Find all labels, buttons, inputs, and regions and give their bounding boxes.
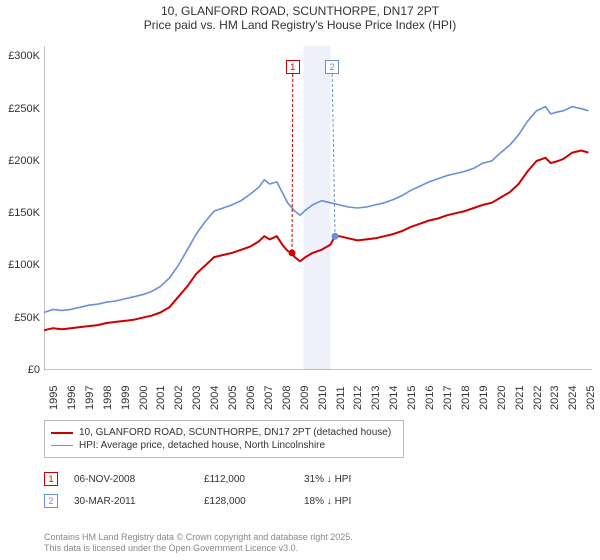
y-tick-label: £300K [0,50,40,62]
y-axis-labels: £0£50K£100K£150K£200K£250K£300K [0,46,44,370]
chart-svg [44,46,592,370]
sale-marker-annot: 2 [325,60,339,74]
x-tick-label: 1997 [84,386,96,410]
x-tick-label: 2007 [263,386,275,410]
legend: 10, GLANFORD ROAD, SCUNTHORPE, DN17 2PT … [44,420,404,458]
x-tick-label: 2004 [209,386,221,410]
x-tick-label: 2008 [281,386,293,410]
legend-swatch-subject [51,432,73,434]
footer-line2: This data is licensed under the Open Gov… [44,543,592,554]
sale-date: 06-NOV-2008 [74,474,204,485]
x-tick-label: 2016 [424,386,436,410]
x-tick-label: 2006 [245,386,257,410]
y-tick-label: £150K [0,207,40,219]
x-tick-label: 2011 [335,386,347,410]
x-tick-label: 2014 [388,386,400,410]
x-tick-label: 2025 [585,386,597,410]
sale-marker-box: 2 [44,494,58,508]
footer: Contains HM Land Registry data © Crown c… [44,532,592,554]
sale-diff: 31% ↓ HPI [304,474,424,485]
x-tick-label: 2022 [532,386,544,410]
x-tick-label: 2020 [496,386,508,410]
legend-label-subject: 10, GLANFORD ROAD, SCUNTHORPE, DN17 2PT … [79,427,391,438]
y-tick-label: £50K [0,312,40,324]
sales-table: 1 06-NOV-2008£112,00031% ↓ HPI 2 30-MAR-201… [44,468,592,512]
legend-label-hpi: HPI: Average price, detached house, Nort… [79,440,325,451]
x-tick-label: 1995 [48,386,60,410]
y-tick-label: £100K [0,259,40,271]
title-subtitle: Price paid vs. HM Land Registry's House … [0,18,600,32]
sales-row: 2 30-MAR-2011£128,00018% ↓ HPI [44,490,592,512]
x-tick-label: 2023 [549,386,561,410]
y-tick-label: £0 [0,364,40,376]
title-address: 10, GLANFORD ROAD, SCUNTHORPE, DN17 2PT [0,0,600,18]
x-tick-label: 2003 [191,386,203,410]
x-tick-label: 2009 [299,386,311,410]
x-tick-label: 1998 [102,386,114,410]
x-tick-label: 2019 [478,386,490,410]
x-tick-label: 2024 [567,386,579,410]
sales-row: 1 06-NOV-2008£112,00031% ↓ HPI [44,468,592,490]
x-tick-label: 2013 [370,386,382,410]
legend-row-hpi: HPI: Average price, detached house, Nort… [51,440,397,451]
sale-diff: 18% ↓ HPI [304,496,424,507]
x-tick-label: 2001 [155,386,167,410]
x-tick-label: 2021 [514,386,526,410]
footer-line1: Contains HM Land Registry data © Crown c… [44,532,592,543]
x-tick-label: 2000 [138,386,150,410]
x-tick-label: 2002 [173,386,185,410]
chart-plot-area [44,46,592,370]
x-tick-label: 2018 [460,386,472,410]
x-tick-label: 2015 [406,386,418,410]
x-tick-label: 2012 [352,386,364,410]
x-tick-label: 1996 [66,386,78,410]
legend-swatch-hpi [51,445,73,446]
x-tick-label: 2005 [227,386,239,410]
legend-row-subject: 10, GLANFORD ROAD, SCUNTHORPE, DN17 2PT … [51,427,397,438]
sale-price: £112,000 [204,474,304,485]
x-tick-label: 2010 [317,386,329,410]
sale-date: 30-MAR-2011 [74,496,204,507]
y-tick-label: £250K [0,103,40,115]
sale-price: £128,000 [204,496,304,507]
sale-marker-box: 1 [44,472,58,486]
y-tick-label: £200K [0,155,40,167]
x-tick-label: 2017 [442,386,454,410]
x-tick-label: 1999 [120,386,132,410]
sale-marker-annot: 1 [286,60,300,74]
x-axis-labels: 1995 1996 1997 1998 1999 2000 2001 2002 2003 2004… [44,370,592,424]
